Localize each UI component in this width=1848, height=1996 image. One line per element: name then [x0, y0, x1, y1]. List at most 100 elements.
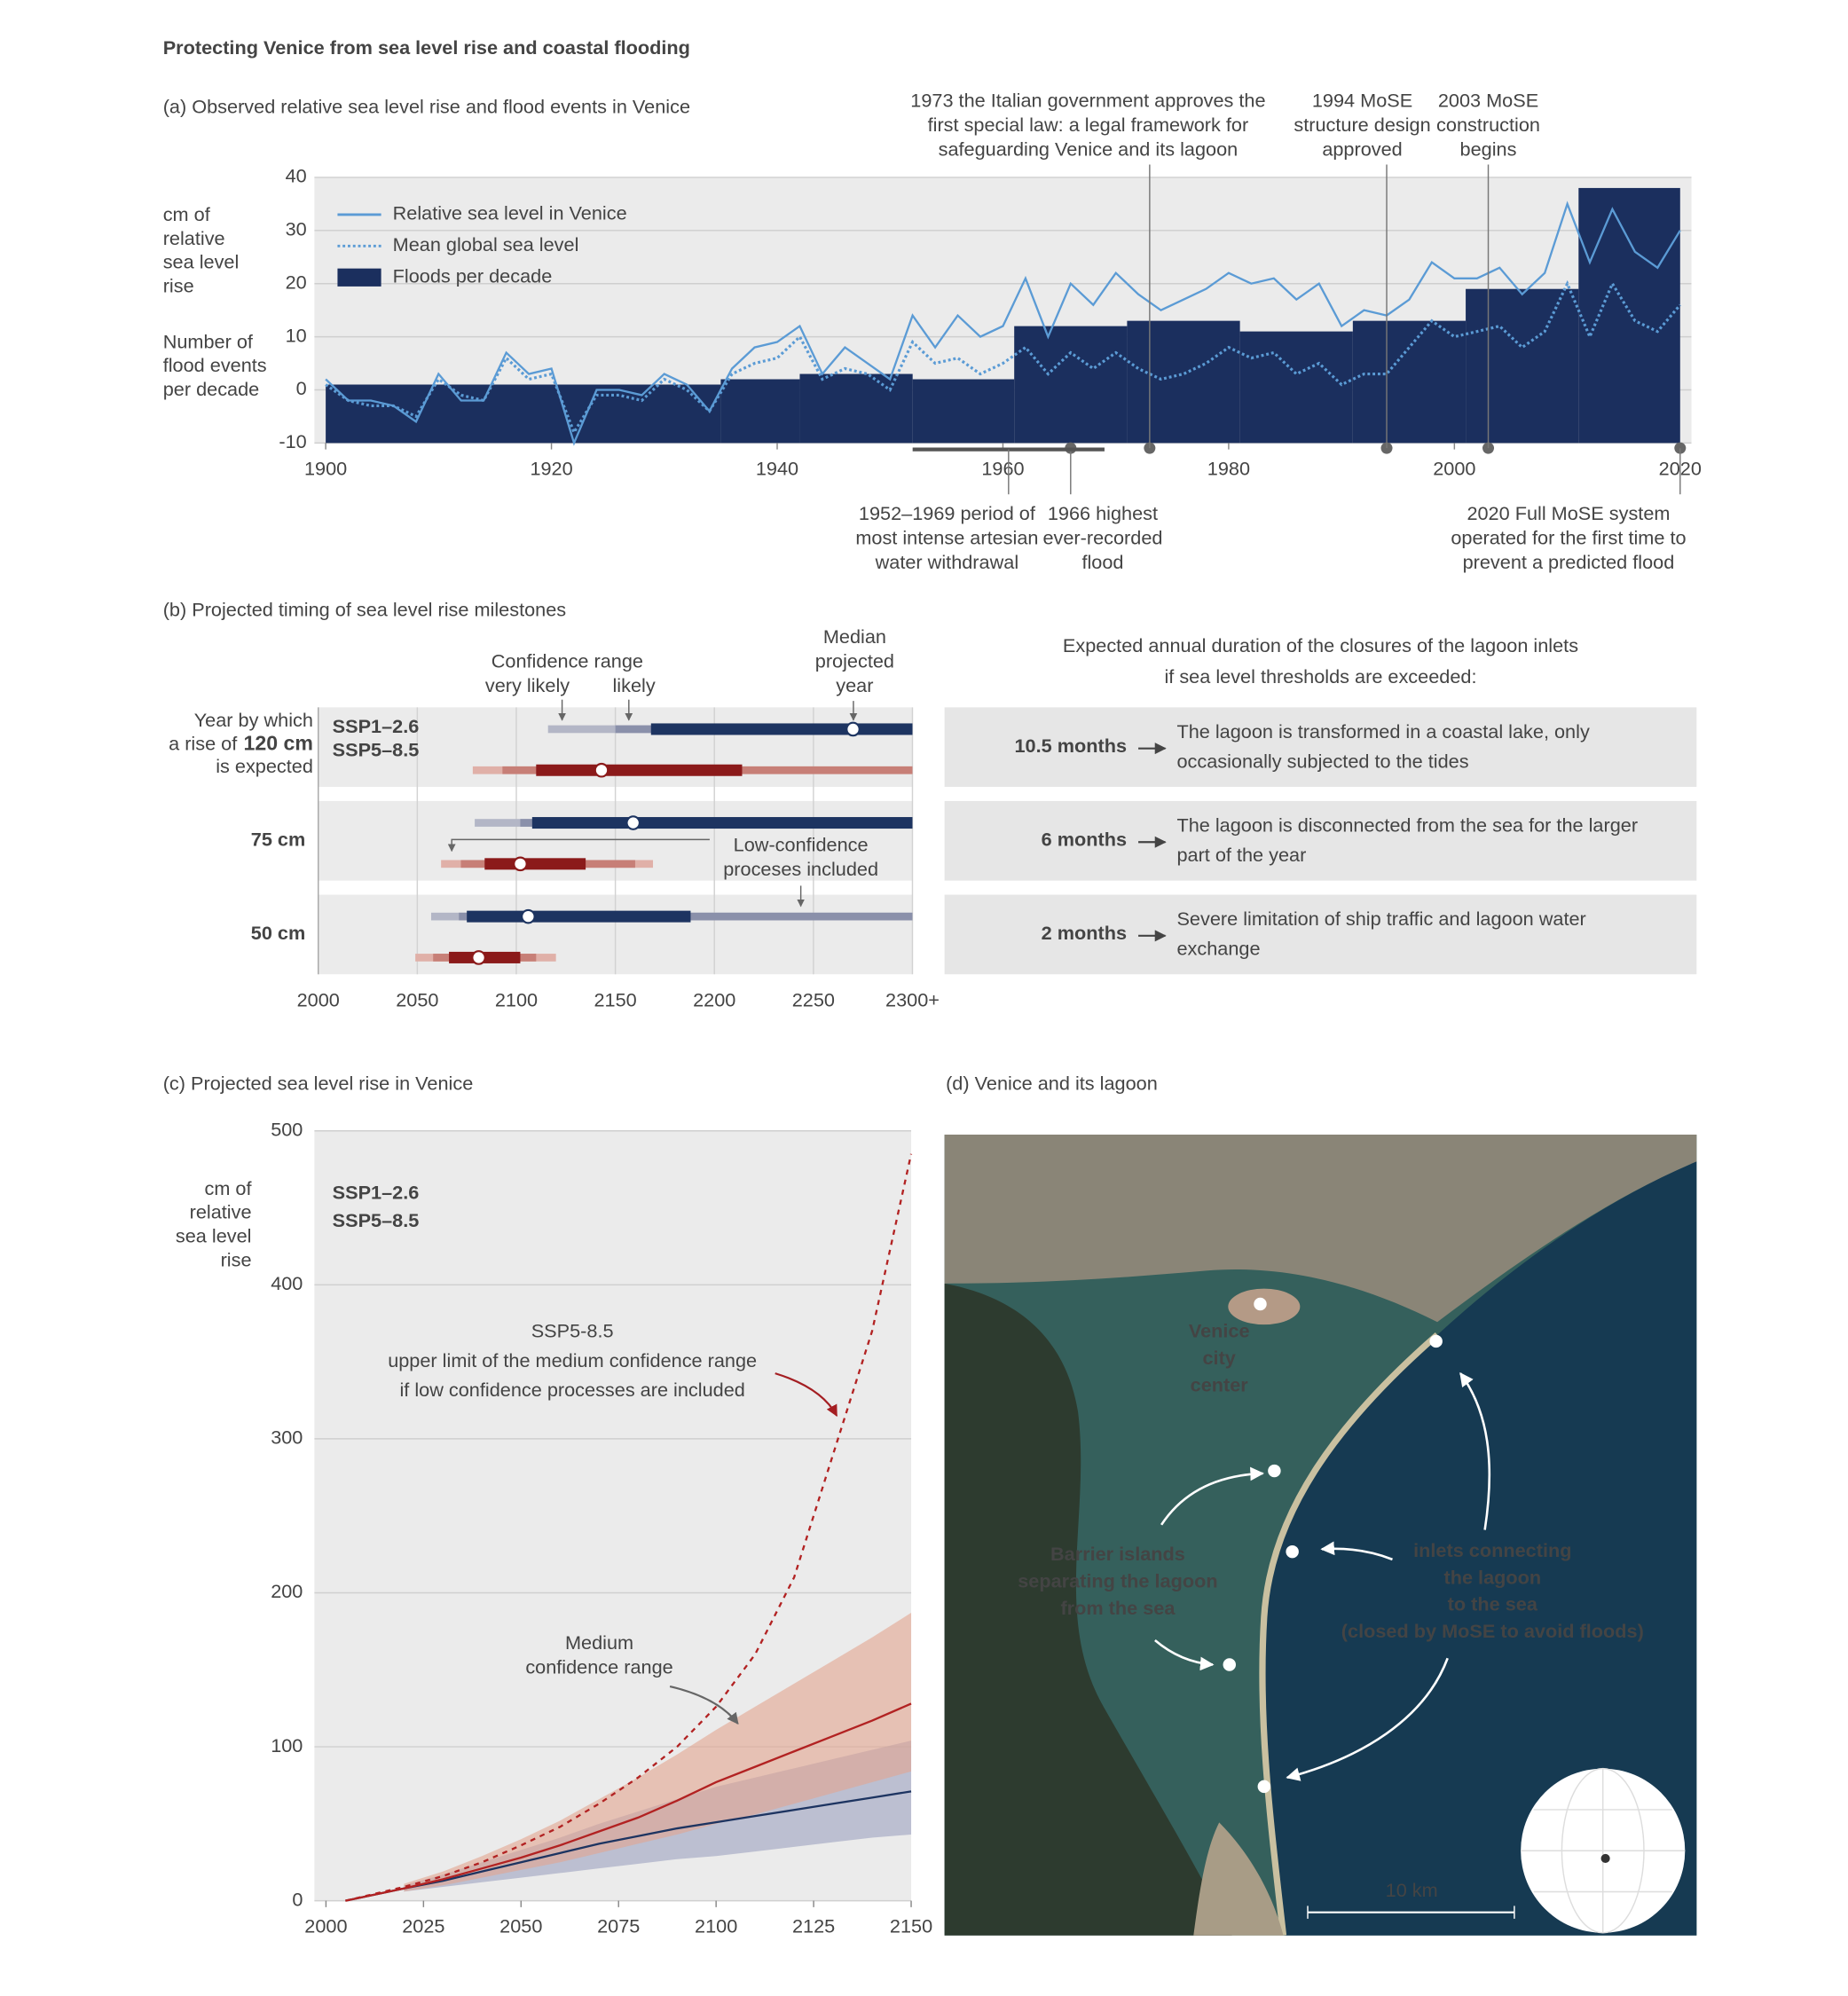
map-urban: [944, 1135, 1697, 1323]
closure-duration: 6 months: [1042, 829, 1127, 851]
map-arrow: [1160, 1466, 1264, 1526]
map-point: [1268, 1464, 1281, 1478]
median-marker: [594, 762, 609, 778]
flood-bar: [1578, 187, 1680, 444]
map-label: Barrier islands: [1050, 1543, 1185, 1565]
y-tick-label: 200: [271, 1580, 303, 1602]
annotation: likely: [612, 674, 655, 696]
closure-text: occasionally subjected to the tides: [1176, 750, 1468, 772]
y-axis-label: cm of: [163, 203, 211, 225]
map-label: center: [1191, 1373, 1249, 1395]
x-tick-label: 2100: [495, 988, 538, 1010]
flood-bar: [1014, 326, 1128, 444]
map-arrow: [1286, 1657, 1449, 1781]
closure-row: [944, 707, 1697, 788]
y-tick-label: 400: [271, 1272, 303, 1294]
x-tick-label: 2300+: [885, 988, 940, 1010]
median-marker: [513, 856, 528, 872]
y-tick-label: 20: [286, 271, 307, 293]
closure-duration: 2 months: [1042, 922, 1127, 944]
median-marker: [521, 908, 536, 924]
likely-range: [467, 910, 691, 923]
confidence-band: [404, 1613, 912, 1892]
scale-label: 10 km: [1386, 1879, 1438, 1901]
x-tick-label: 2200: [693, 988, 735, 1010]
median-marker: [625, 815, 641, 830]
y-axis-label: sea level: [163, 251, 240, 273]
map-arrow: [1459, 1371, 1491, 1530]
map: [944, 1135, 1697, 1937]
event-label: operated for the first time to: [1451, 527, 1686, 549]
y-tick-label: 10: [286, 324, 307, 346]
event-label: 1994 MoSE: [1312, 89, 1412, 111]
x-tick-label: 2150: [594, 988, 636, 1010]
y-tick-label: 30: [286, 218, 307, 240]
annotation: confidence range: [525, 1656, 672, 1678]
closures-title: if sea level thresholds are exceeded:: [1164, 665, 1476, 688]
annotation: Medium: [565, 1631, 633, 1654]
median-line: [345, 1790, 912, 1902]
sea-level-line: [325, 200, 1681, 446]
event-label: flood: [1081, 551, 1123, 573]
x-tick-label: 1960: [981, 457, 1024, 479]
y-tick-label: 500: [271, 1118, 303, 1140]
likely-range: [650, 723, 913, 735]
legend-label: Floods per decade: [393, 265, 553, 287]
globe-location: [1600, 1853, 1610, 1863]
map-mainland: [944, 1283, 1232, 1936]
closure-row: [944, 894, 1697, 975]
flood-bar: [326, 384, 721, 444]
row-caption: is expected: [216, 755, 313, 777]
closure-text: Severe limitation of ship traffic and la…: [1176, 908, 1585, 930]
event-label: ever-recorded: [1042, 527, 1162, 549]
y-tick-label: -10: [279, 430, 306, 452]
legend-label: SSP5–8.5: [333, 738, 420, 760]
flood-bar: [1239, 331, 1353, 444]
x-tick-label: 2025: [402, 1915, 444, 1937]
flood-bar: [720, 379, 800, 444]
annotation: SSP5-8.5: [531, 1320, 614, 1342]
event-label: first special law: a legal framework for: [928, 114, 1249, 136]
row-caption: a rise of 120 cm: [169, 731, 313, 754]
annotation: upper limit of the medium confidence ran…: [388, 1349, 757, 1371]
closure-row: [944, 800, 1697, 881]
map-label: from the sea: [1060, 1597, 1176, 1619]
y-tick-label: 0: [292, 1888, 303, 1910]
x-tick-label: 2050: [396, 988, 438, 1010]
map-sea: [1262, 1161, 1697, 1936]
map-point: [1429, 1334, 1443, 1348]
y-axis-label: relative: [163, 227, 225, 249]
annotation-arrow: [775, 1372, 838, 1417]
flood-bar: [1466, 288, 1579, 444]
y2-axis-label: per decade: [163, 378, 260, 400]
row-caption-prefix: a rise of: [169, 732, 238, 754]
upper-limit-line: [345, 1153, 913, 1902]
period-label: 1952–1969 period of: [859, 502, 1036, 524]
x-tick-label: 2075: [597, 1915, 640, 1937]
legend-label: SSP1–2.6: [333, 1181, 420, 1203]
map-arrow: [1154, 1638, 1215, 1671]
y-axis-label: sea level: [176, 1225, 252, 1247]
closures-title: Expected annual duration of the closures…: [1063, 634, 1578, 656]
median-line: [345, 1702, 912, 1902]
event-label: safeguarding Venice and its lagoon: [939, 138, 1239, 160]
event-label: structure design: [1294, 114, 1430, 136]
legend-label: Relative sea level in Venice: [393, 202, 627, 224]
y-tick-label: 300: [271, 1426, 303, 1449]
event-label: 1973 the Italian government approves the: [910, 89, 1265, 111]
flood-bar: [799, 373, 913, 444]
x-tick-label: 2150: [890, 1915, 932, 1937]
median-marker: [845, 721, 861, 737]
x-tick-label: 1900: [304, 457, 347, 479]
legend-swatch: [337, 268, 381, 287]
event-label: 2020 Full MoSE system: [1467, 502, 1670, 524]
period-label: most intense artesian: [855, 527, 1038, 549]
period-label: water withdrawal: [875, 551, 1019, 573]
x-tick-label: 2000: [304, 1915, 347, 1937]
legend-label: SSP5–8.5: [333, 1209, 420, 1231]
y-axis-label: relative: [190, 1201, 252, 1223]
map-point: [1286, 1544, 1299, 1559]
likely-range: [484, 858, 586, 870]
